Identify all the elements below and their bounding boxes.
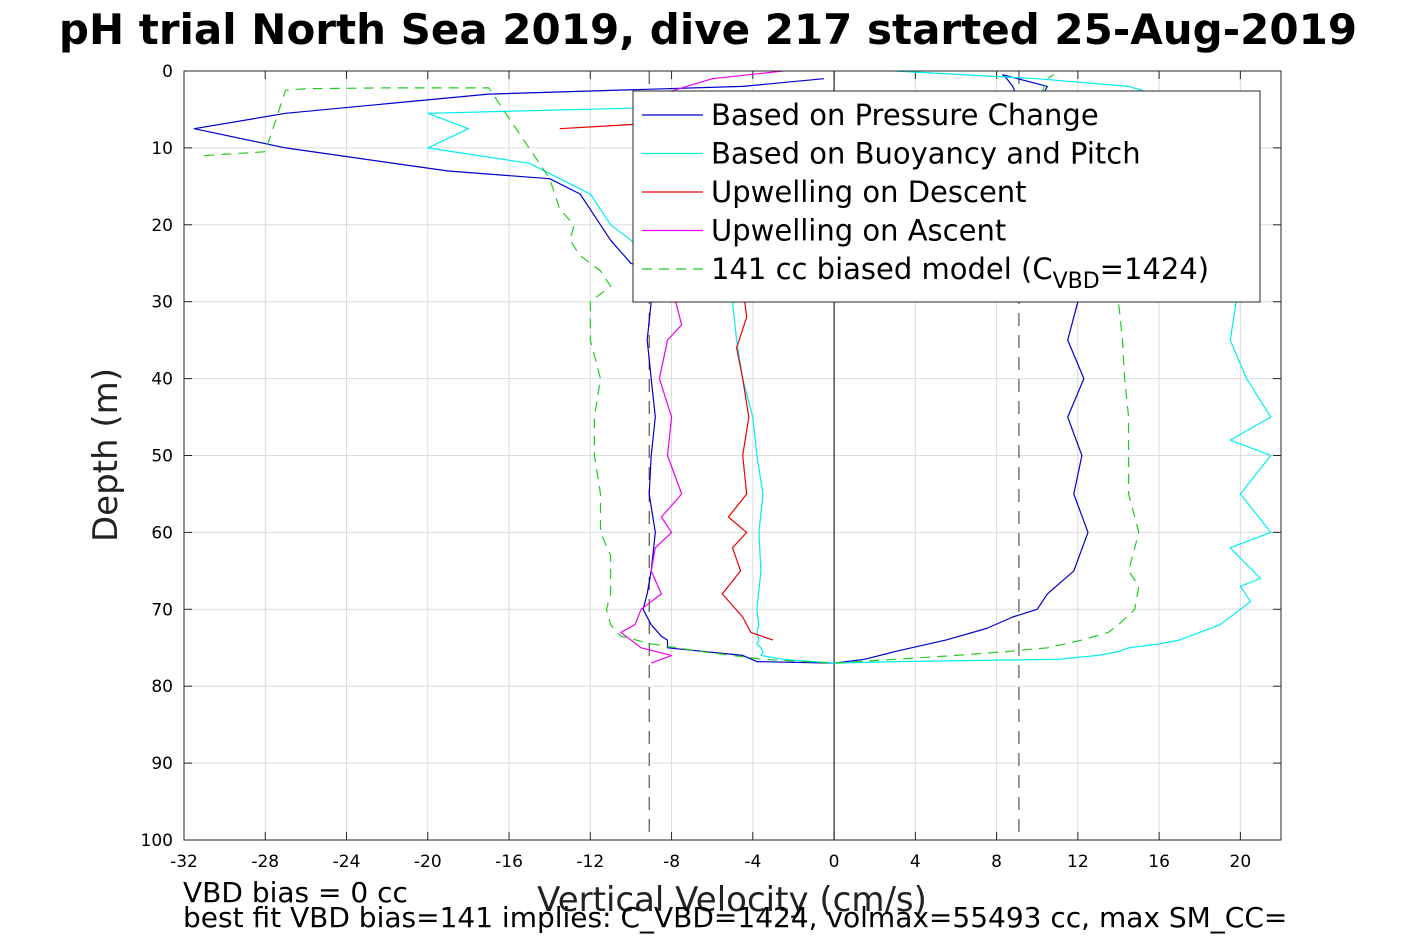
y-tick-label: 100 [141,831,173,851]
x-tick-label: -20 [414,852,442,872]
y-tick-label: 70 [151,600,173,620]
legend-label-3: Upwelling on Ascent [711,214,1006,248]
y-tick-label: 20 [151,216,173,236]
legend-box [632,90,1261,303]
x-tick-label: -12 [576,852,604,872]
annotation-vbd-bias: VBD bias = 0 cc [183,876,408,909]
y-tick-label: 40 [151,370,173,390]
x-tick-label: 12 [1067,852,1089,872]
legend-label-0: Based on Pressure Change [711,98,1099,132]
y-axis-label: Depth (m) [86,368,126,542]
x-tick-label: 0 [829,852,840,872]
x-tick-label: 8 [991,852,1002,872]
x-tick-label: -32 [170,852,198,872]
legend: Based on Pressure Change Based on Buoyanc… [632,90,1261,303]
legend-entries: Based on Pressure Change Based on Buoyanc… [642,98,1209,294]
x-tick-label: -4 [744,852,761,872]
x-tick-label: 4 [910,852,921,872]
y-tick-label: 90 [151,754,173,774]
plot-frame [183,70,1282,841]
y-tick-label: 60 [151,523,173,543]
y-tick-label: 50 [151,447,173,467]
legend-label-2: Upwelling on Descent [711,175,1027,209]
x-tick-label: -16 [495,852,523,872]
x-tick-labels: -32 -28 -24 -20 -16 -12 -8 -4 0 4 8 12 16 20 [170,852,1251,872]
y-tick-label: 10 [151,139,173,159]
x-tick-label: -8 [663,852,680,872]
x-tick-label: 16 [1148,852,1170,872]
x-tick-label: -28 [251,852,279,872]
y-tick-label: 30 [151,293,173,313]
y-tick-label: 80 [151,677,173,697]
y-tick-label: 0 [162,62,173,82]
chart-title: pH trial North Sea 2019, dive 217 starte… [59,5,1357,54]
series-line-4 [204,74,1140,664]
legend-label-1: Based on Buoyancy and Pitch [711,137,1141,171]
x-tick-label: -24 [333,852,361,872]
x-tick-label: 20 [1230,852,1252,872]
y-tick-labels: 0 10 20 30 40 50 60 70 80 90 100 [141,62,173,851]
x-axis-label: Vertical Velocity (cm/s) [537,880,927,920]
annotation-best-fit: best fit VBD bias=141 implies: C_VBD=142… [183,901,1287,934]
